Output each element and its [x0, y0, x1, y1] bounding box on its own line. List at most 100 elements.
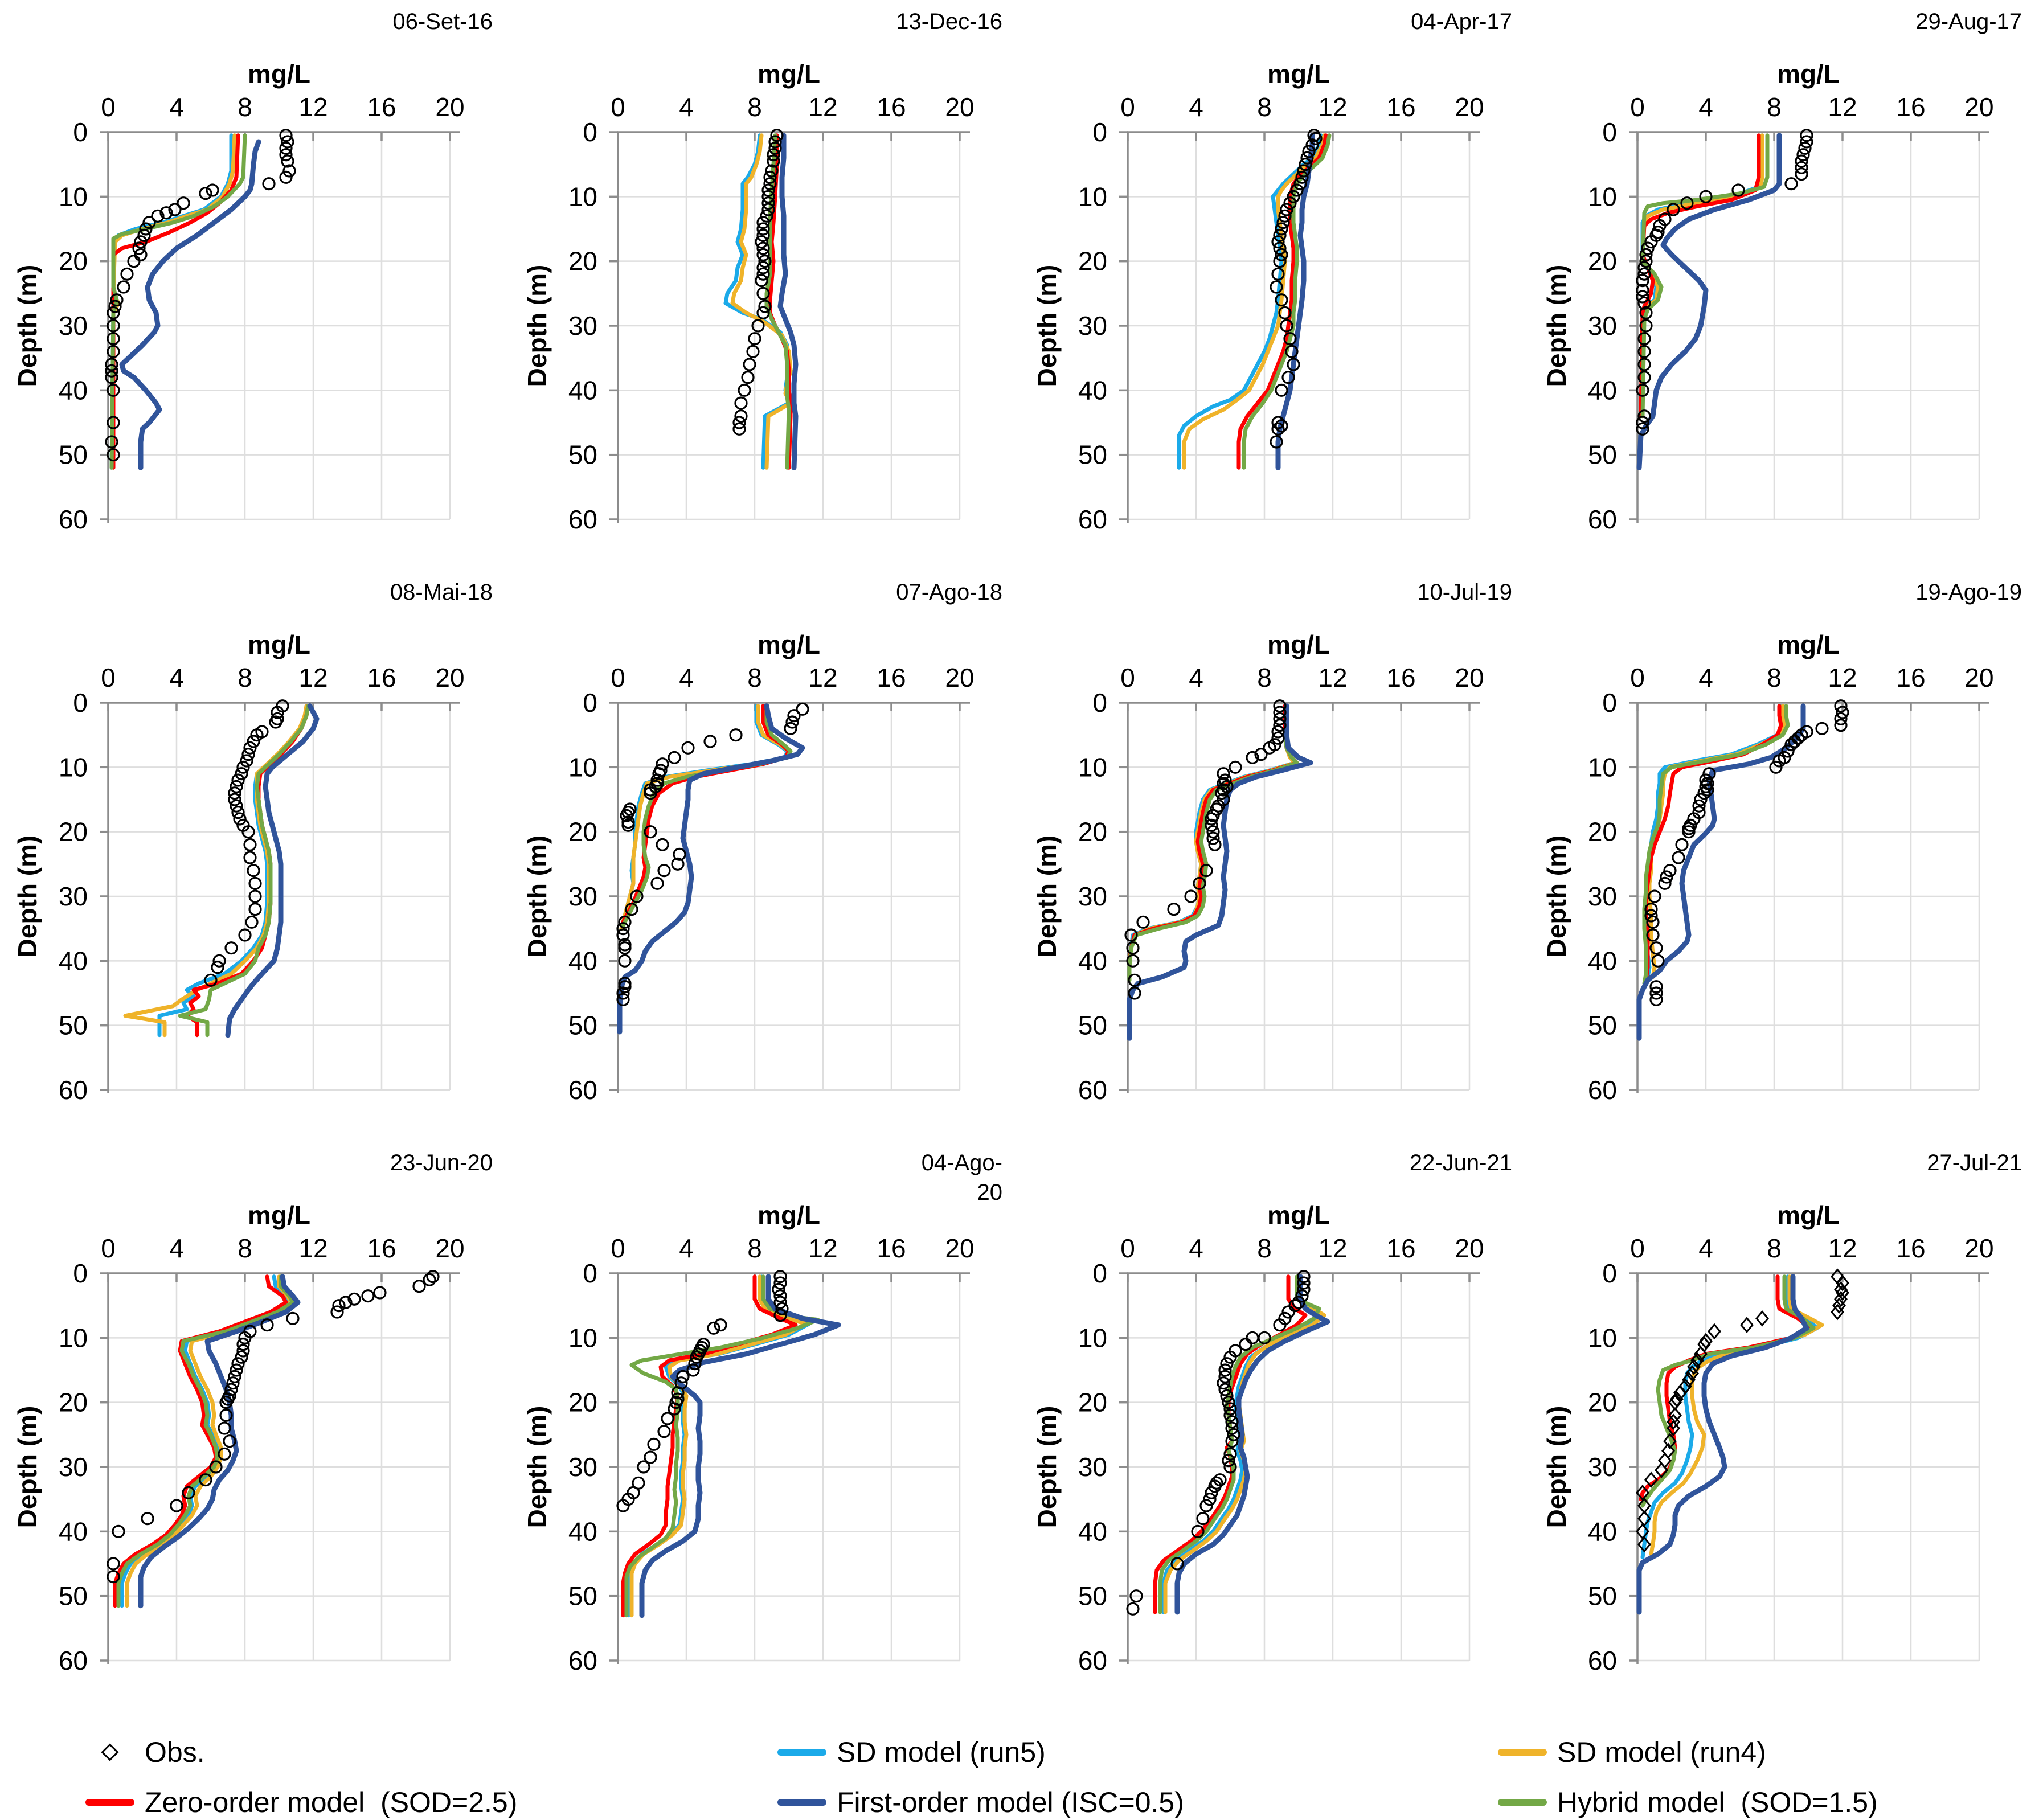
obs-marker	[1655, 1462, 1668, 1479]
svg-text:12: 12	[298, 663, 327, 692]
obs-marker	[1126, 954, 1140, 968]
obs-marker	[1273, 719, 1287, 732]
obs-marker	[1675, 838, 1689, 851]
series-zero	[1236, 133, 1328, 470]
series-run5	[1639, 133, 1764, 419]
obs-marker	[784, 722, 797, 735]
obs-marker	[773, 1289, 787, 1303]
legend-label: SD model (run5)	[837, 1736, 1046, 1768]
obs-marker	[734, 409, 748, 423]
svg-text:8: 8	[238, 663, 252, 692]
svg-text:0: 0	[101, 663, 116, 692]
svg-text:40: 40	[59, 375, 88, 405]
obs-marker	[644, 1450, 657, 1464]
obs-marker	[661, 1412, 674, 1425]
chart-title: 06-Set-16	[392, 9, 493, 34]
obs-marker	[732, 422, 746, 436]
svg-text:16: 16	[877, 1233, 906, 1263]
svg-text:10: 10	[59, 182, 88, 211]
obs-marker	[1292, 1296, 1305, 1309]
obs-marker	[204, 973, 218, 987]
obs-marker	[756, 216, 770, 229]
obs-marker	[1295, 170, 1309, 184]
obs-marker	[1223, 1460, 1237, 1474]
svg-text:Depth (m): Depth (m)	[1542, 835, 1571, 958]
svg-text:10: 10	[1588, 1323, 1617, 1352]
obs-marker	[1836, 706, 1849, 719]
svg-text:30: 30	[1588, 882, 1617, 911]
obs-marker	[231, 806, 245, 819]
obs-marker	[773, 1309, 787, 1322]
svg-text:mg/L: mg/L	[248, 630, 310, 659]
series-hybrid	[109, 133, 247, 470]
obs-marker	[796, 702, 809, 716]
svg-text:16: 16	[367, 663, 396, 692]
legend-item-hybrid: Hybrid model (SOD=1.5)	[1498, 1786, 2039, 1819]
obs-marker	[1276, 216, 1290, 229]
obs-marker	[241, 825, 255, 839]
obs-marker	[1290, 183, 1304, 197]
obs-marker	[1278, 209, 1292, 223]
obs-marker	[772, 1282, 785, 1296]
obs-marker	[269, 715, 282, 729]
legend-label: Zero-order model (SOD=2.5)	[145, 1786, 518, 1818]
obs-marker	[1297, 164, 1311, 178]
obs-marker	[729, 728, 743, 742]
obs-marker	[1637, 1536, 1651, 1553]
obs-marker	[1239, 1338, 1252, 1351]
svg-text:mg/L: mg/L	[1777, 630, 1840, 659]
svg-text:10: 10	[568, 1323, 597, 1352]
svg-text:60: 60	[59, 1646, 88, 1675]
svg-text:12: 12	[298, 1233, 327, 1263]
svg-text:60: 60	[59, 1075, 88, 1105]
obs-marker	[1128, 973, 1141, 987]
obs-marker	[211, 961, 224, 974]
svg-text:4: 4	[1698, 1233, 1713, 1263]
obs-marker	[1281, 371, 1295, 384]
svg-text:20: 20	[1078, 817, 1107, 847]
svg-text:0: 0	[73, 1259, 88, 1288]
obs-marker	[279, 129, 293, 142]
svg-text:mg/L: mg/L	[1777, 59, 1840, 89]
obs-marker	[1784, 738, 1798, 752]
do-profile-chart: 0 4 8 12 16 20 0 10 20 30 40 50 60 mg/L Depth (m)	[1032, 59, 1484, 534]
obs-marker	[230, 780, 243, 793]
legend-item-sd-run4: SD model (run4)	[1498, 1736, 2039, 1769]
chart-title: 13-Dec-16	[896, 9, 1002, 34]
svg-text:20: 20	[1455, 663, 1484, 692]
obs-marker	[1831, 1303, 1844, 1321]
series-first	[617, 703, 805, 1035]
obs-marker	[1636, 290, 1649, 304]
svg-text:Depth (m): Depth (m)	[13, 1406, 42, 1528]
svg-text:mg/L: mg/L	[758, 1200, 820, 1230]
obs-marker	[243, 851, 257, 864]
svg-text:16: 16	[1386, 1233, 1415, 1263]
obs-marker	[1297, 1276, 1311, 1290]
series-run5	[1177, 133, 1323, 470]
obs-marker	[1648, 889, 1661, 903]
obs-marker	[773, 1296, 787, 1309]
svg-text:40: 40	[1078, 375, 1107, 405]
series-hybrid	[116, 1274, 295, 1608]
legend-label: First-order model (ISC=0.5)	[837, 1786, 1184, 1818]
svg-text:16: 16	[1896, 92, 1925, 122]
obs-marker	[1225, 1434, 1239, 1448]
svg-text:20: 20	[435, 1233, 464, 1263]
obs-marker	[1281, 1305, 1295, 1319]
svg-text:30: 30	[1078, 311, 1107, 341]
run4-line-swatch	[1498, 1749, 1547, 1756]
series-first	[119, 139, 261, 470]
svg-text:10: 10	[1078, 182, 1107, 211]
obs-marker	[657, 1425, 671, 1438]
obs-marker	[245, 915, 259, 929]
svg-text:50: 50	[568, 1011, 597, 1040]
panel-22-jun-21: 22-Jun-21 0 4 8 12 16 20 0 10 20 30 40 50 60 mg/L Dept…	[1020, 1141, 1529, 1712]
obs-marker	[1834, 699, 1848, 713]
obs-marker	[1136, 915, 1150, 929]
obs-marker	[347, 1292, 361, 1306]
legend-item-zero-order: Zero-order model (SOD=2.5)	[85, 1786, 777, 1819]
obs-marker	[1708, 1323, 1721, 1340]
svg-text:50: 50	[59, 1011, 88, 1040]
obs-marker	[1731, 183, 1745, 197]
obs-marker	[1309, 132, 1323, 145]
